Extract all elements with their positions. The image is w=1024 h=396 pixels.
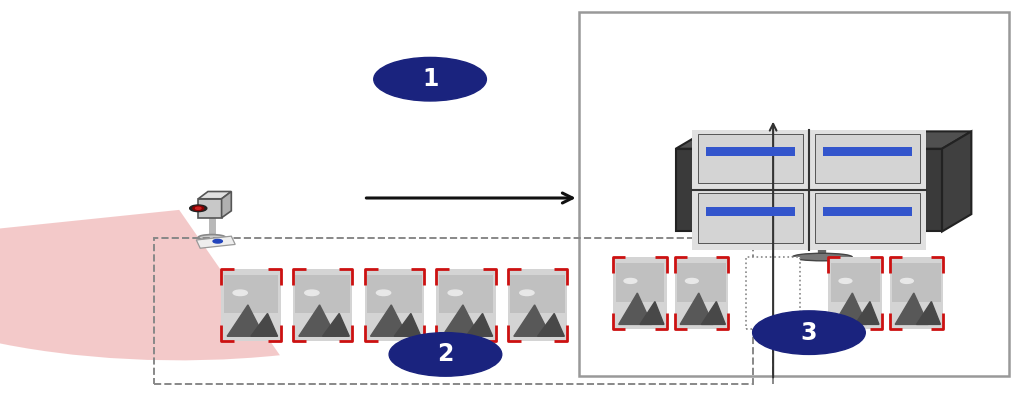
Circle shape bbox=[377, 290, 391, 295]
Bar bbox=[508, 269, 567, 341]
Bar bbox=[295, 275, 350, 314]
Bar bbox=[154, 238, 753, 384]
Polygon shape bbox=[895, 293, 928, 324]
Polygon shape bbox=[227, 305, 264, 336]
Bar bbox=[697, 134, 803, 183]
Bar bbox=[707, 147, 795, 156]
Polygon shape bbox=[251, 314, 278, 336]
Ellipse shape bbox=[793, 253, 852, 261]
Bar bbox=[510, 275, 565, 314]
Circle shape bbox=[520, 290, 535, 295]
Polygon shape bbox=[299, 305, 336, 336]
Text: 3: 3 bbox=[801, 321, 817, 345]
Polygon shape bbox=[676, 131, 972, 148]
Polygon shape bbox=[834, 293, 866, 324]
Polygon shape bbox=[199, 199, 221, 218]
Circle shape bbox=[753, 311, 865, 354]
Polygon shape bbox=[221, 192, 231, 218]
Circle shape bbox=[839, 278, 852, 284]
Polygon shape bbox=[680, 293, 713, 324]
Circle shape bbox=[685, 278, 698, 284]
Bar bbox=[707, 207, 795, 216]
Polygon shape bbox=[916, 302, 940, 324]
FancyBboxPatch shape bbox=[579, 12, 1009, 376]
Polygon shape bbox=[701, 302, 725, 324]
Polygon shape bbox=[442, 305, 479, 336]
Bar bbox=[293, 269, 352, 341]
Bar bbox=[613, 257, 667, 329]
Wedge shape bbox=[0, 210, 280, 360]
Bar bbox=[828, 257, 882, 329]
Bar bbox=[890, 257, 943, 329]
Bar bbox=[815, 134, 921, 183]
Circle shape bbox=[389, 333, 502, 376]
Text: 2: 2 bbox=[437, 343, 454, 366]
Bar bbox=[815, 193, 921, 243]
Polygon shape bbox=[942, 131, 972, 231]
Polygon shape bbox=[323, 314, 349, 336]
Polygon shape bbox=[394, 314, 421, 336]
Circle shape bbox=[213, 240, 222, 243]
Bar bbox=[438, 275, 494, 314]
Polygon shape bbox=[640, 302, 664, 324]
Circle shape bbox=[624, 278, 637, 284]
Circle shape bbox=[900, 278, 913, 284]
Circle shape bbox=[449, 290, 463, 295]
Bar bbox=[365, 269, 424, 341]
Text: 1: 1 bbox=[422, 67, 438, 91]
Bar bbox=[436, 269, 496, 341]
Circle shape bbox=[189, 205, 207, 211]
Polygon shape bbox=[197, 236, 236, 248]
Bar bbox=[223, 275, 279, 314]
Polygon shape bbox=[855, 302, 879, 324]
Bar bbox=[615, 263, 665, 302]
Bar bbox=[692, 131, 926, 249]
Bar bbox=[675, 257, 728, 329]
Circle shape bbox=[193, 206, 204, 210]
Polygon shape bbox=[466, 314, 493, 336]
Polygon shape bbox=[199, 192, 231, 199]
Ellipse shape bbox=[199, 234, 225, 240]
Bar bbox=[677, 263, 726, 302]
Circle shape bbox=[196, 207, 201, 209]
Polygon shape bbox=[676, 148, 942, 231]
Bar bbox=[892, 263, 941, 302]
Bar bbox=[221, 269, 281, 341]
Bar bbox=[746, 257, 800, 329]
Bar bbox=[823, 147, 911, 156]
Bar bbox=[367, 275, 422, 314]
Polygon shape bbox=[371, 305, 408, 336]
Polygon shape bbox=[538, 314, 564, 336]
Bar bbox=[697, 193, 803, 243]
Bar bbox=[830, 263, 880, 302]
Polygon shape bbox=[514, 305, 551, 336]
Circle shape bbox=[374, 57, 486, 101]
Circle shape bbox=[305, 290, 319, 295]
Polygon shape bbox=[618, 293, 651, 324]
Circle shape bbox=[233, 290, 248, 295]
Bar bbox=[823, 207, 911, 216]
